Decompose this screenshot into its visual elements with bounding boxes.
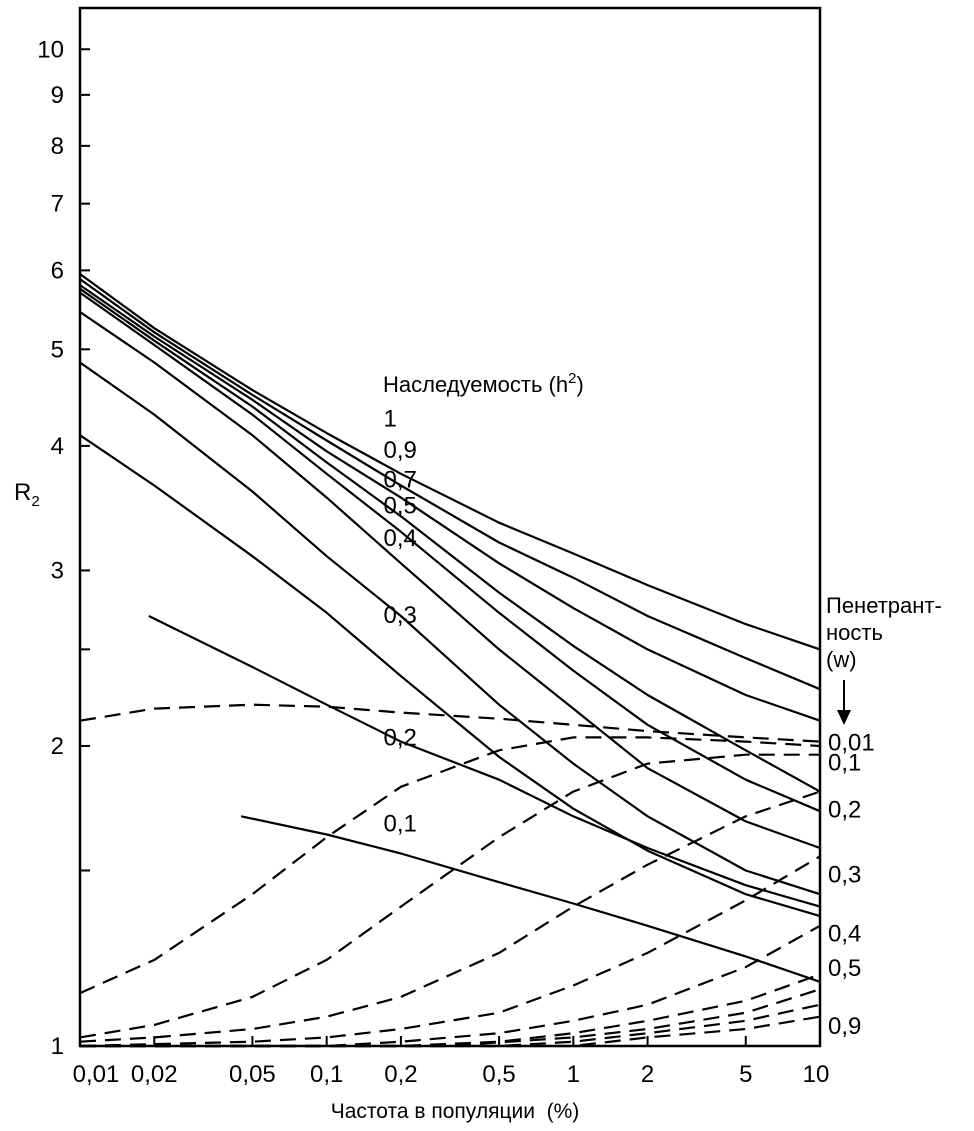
x-tick-label: 5 [739, 1061, 752, 1088]
curve-labels-layer: 10,90,70,50,40,30,20,10,010,10,20,30,40,… [384, 406, 875, 1040]
plot-frame [78, 6, 822, 1048]
y-tick-label: 5 [51, 336, 64, 363]
series-line-penetrance-0-1 [79, 736, 821, 995]
heritability-label-0-5: 0,5 [384, 493, 417, 520]
penetrance-label-0-4: 0,4 [828, 920, 861, 947]
series-line-penetrance-unlabeled-18 [80, 1003, 821, 1048]
heritability-label-0-9: 0,9 [384, 437, 417, 464]
series-line-heritability-0-5 [79, 287, 821, 793]
y-axis-label-subscript: 2 [31, 493, 39, 510]
series-line-heritability-unlabeled-8 [148, 615, 821, 908]
x-tick-label: 0,01 [73, 1061, 120, 1088]
series-line-heritability-0-9 [79, 278, 821, 691]
series-line-penetrance-0-3 [79, 790, 821, 1043]
y-tick-label: 4 [51, 433, 64, 460]
y-tick-label: 2 [51, 733, 64, 760]
x-tick-label: 0,02 [131, 1061, 178, 1088]
x-tick-label: 0,2 [384, 1061, 417, 1088]
series-line-heritability-0-3 [79, 311, 821, 850]
penetrance-label-0-2: 0,2 [828, 797, 861, 824]
penetrance-label-0-9: 0,9 [828, 1013, 861, 1040]
penetrance-arrow-head [837, 710, 851, 725]
y-axis-label: R2 [14, 479, 40, 510]
x-tick-label: 0,05 [229, 1061, 276, 1088]
y-tick-label: 3 [51, 557, 64, 584]
penetrance-title-line-1: Пенетрант- [826, 593, 942, 618]
x-axis-label: Частота в популяции (%) [331, 1100, 580, 1123]
x-tick-label: 2 [641, 1061, 654, 1088]
x-tick-label: 1 [567, 1061, 580, 1088]
series-line-heritability-0-7 [79, 284, 821, 722]
penetrance-label-0-3: 0,3 [828, 861, 861, 888]
heritability-label-0-7: 0,7 [384, 466, 417, 493]
heritability-title-text: Наследуемость (h [383, 372, 568, 397]
series-line-heritability-unlabeled-9 [240, 815, 821, 983]
series-line-penetrance-0-4 [79, 855, 821, 1048]
heritability-label-0-1: 0,1 [384, 810, 417, 837]
penetrance-arrow [837, 680, 851, 725]
heritability-label-0-2: 0,2 [384, 724, 417, 751]
curves-layer [79, 273, 821, 1048]
y-axis-label-main: R [14, 479, 31, 506]
penetrance-title-line-2: ность [826, 620, 883, 645]
y-tick-label: 1 [51, 1033, 64, 1060]
series-line-penetrance-0-01 [79, 703, 821, 743]
y-tick-label: 6 [51, 257, 64, 284]
penetrance-label-0-01: 0,01 [828, 730, 875, 757]
heritability-title-sup: 2 [568, 370, 576, 387]
penetrance-title-line-3: (w) [826, 647, 857, 672]
series-line-penetrance-0-2 [79, 753, 820, 1039]
heritability-label-0-3: 0,3 [384, 602, 417, 629]
y-tick-label: 10 [37, 36, 64, 63]
heritability-label-0-4: 0,4 [384, 525, 417, 552]
series-line-heritability-0-4 [79, 291, 821, 813]
x-tick-label: 10 [803, 1061, 830, 1088]
y-tick-label: 8 [51, 133, 64, 160]
heritability-title: Наследуемость (h2) [383, 370, 584, 397]
penetrance-label-0-5: 0,5 [828, 955, 861, 982]
heritability-title-close: ) [576, 372, 583, 397]
series-line-heritability-0-1 [79, 434, 821, 918]
heritability-label-1: 1 [384, 406, 397, 433]
x-tick-label: 0,5 [482, 1061, 515, 1088]
ticks-layer: 1 2 3 4 5 6 7 8 9 10 0,01 0,02 0,05 0,1 0,2 0,5 1 2 5 10 [37, 36, 829, 1088]
x-tick-label: 0,1 [310, 1061, 343, 1088]
series-line-heritability-1 [79, 273, 821, 651]
y-tick-label: 9 [51, 82, 64, 109]
series-line-penetrance-unlabeled-17 [80, 988, 821, 1048]
y-tick-label: 7 [51, 191, 64, 218]
penetrance-label-0-1: 0,1 [828, 749, 861, 776]
series-line-penetrance-0-9 [80, 1015, 821, 1048]
series-line-heritability-0-2 [79, 361, 821, 896]
